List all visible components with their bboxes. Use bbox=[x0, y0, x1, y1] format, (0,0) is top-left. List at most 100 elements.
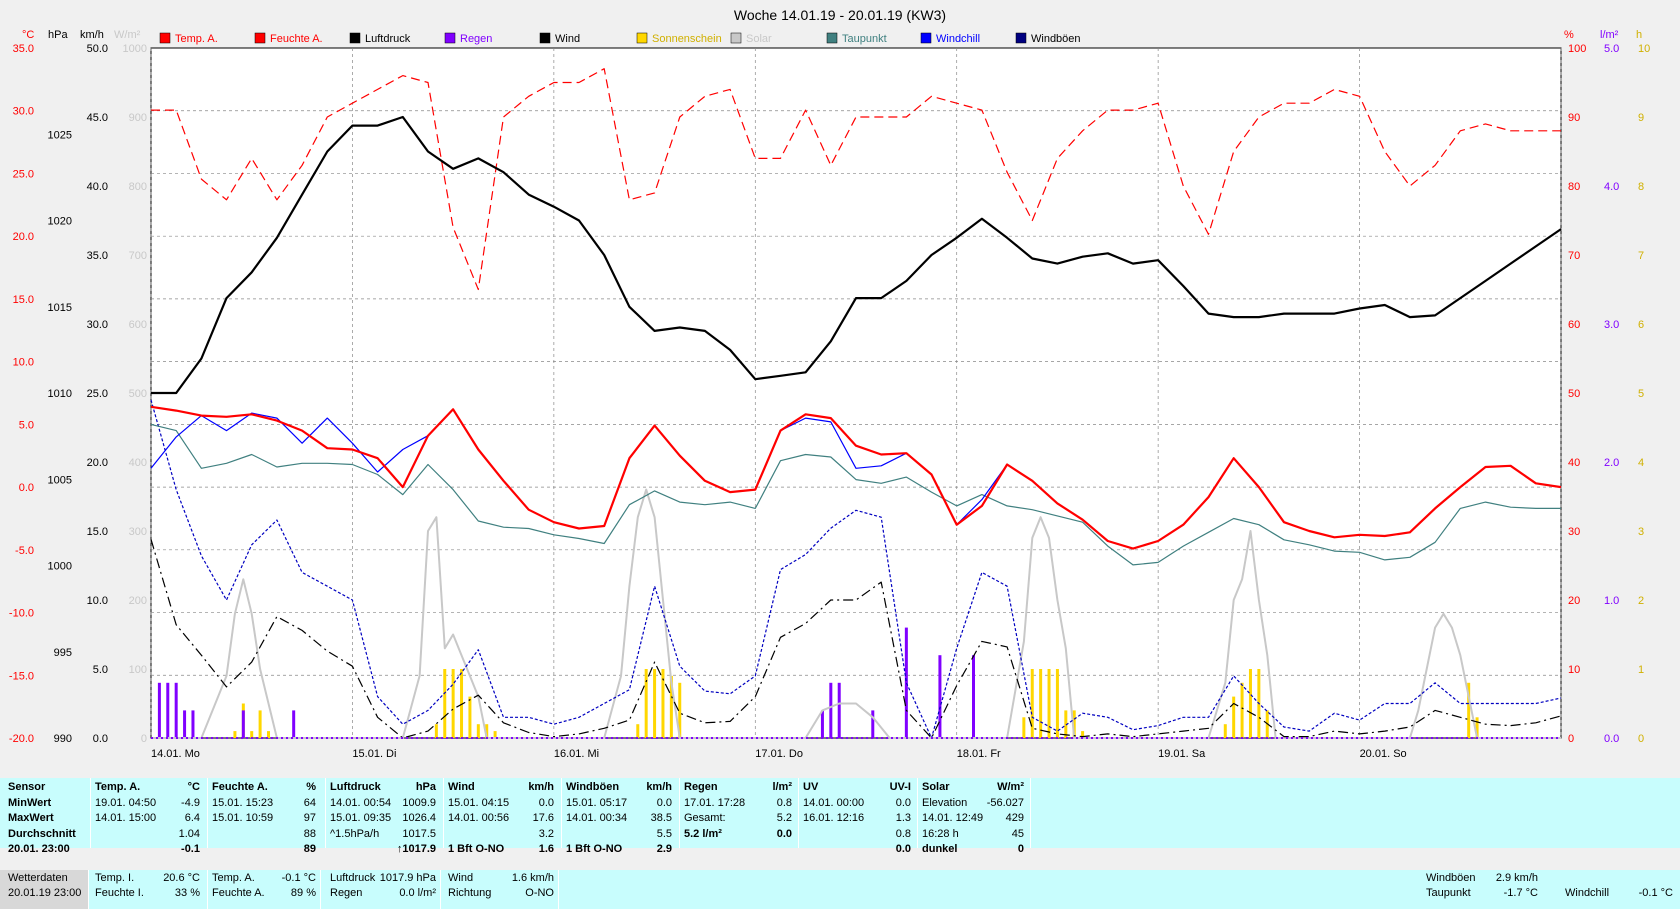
rain-bar bbox=[938, 655, 942, 738]
solar-tick: 900 bbox=[129, 112, 147, 124]
humidity-tick: 100 bbox=[1568, 43, 1586, 55]
chart-title: Woche 14.01.19 - 20.01.19 (KW3) bbox=[734, 7, 946, 23]
stats-cell: MaxWert bbox=[8, 812, 54, 824]
stats-cell: 6.4 bbox=[184, 812, 200, 824]
solar-tick: 300 bbox=[129, 526, 147, 538]
x-tick-label: 17.01. Do bbox=[755, 748, 803, 760]
humidity-tick: 20 bbox=[1568, 595, 1580, 607]
rain-bar bbox=[820, 710, 824, 738]
sun-bar bbox=[493, 731, 497, 738]
current-values-bar: Wetterdaten 20.01.19 23:00 Temp. I. 20.6 °… bbox=[0, 870, 1680, 909]
legend-label: Windchill bbox=[936, 33, 980, 45]
stats-cell: 0.8 bbox=[895, 827, 911, 840]
stats-column: Sensor MinWert MaxWert Durchschnitt 20.01. 2… bbox=[8, 780, 88, 858]
wind-tick: 15.0 bbox=[87, 526, 108, 538]
stats-cell: 15.01. 04:15 bbox=[448, 796, 510, 809]
wind-tick: 30.0 bbox=[87, 319, 108, 331]
humidity-unit: % bbox=[1564, 29, 1574, 41]
humidity-tick: 30 bbox=[1568, 526, 1580, 538]
sun-bar bbox=[1248, 669, 1252, 738]
rain-tick: 4.0 bbox=[1604, 181, 1619, 193]
rain-bar bbox=[191, 710, 195, 738]
stats-cell: 16.01. 12:16 bbox=[803, 812, 865, 824]
stats-header: l/m² bbox=[772, 781, 792, 793]
stats-cell: 14.01. 12:49 bbox=[922, 812, 984, 824]
sun-tick: 10 bbox=[1638, 43, 1650, 55]
stats-header: UV-I bbox=[889, 781, 911, 793]
temp-a-cell: Temp. A. -0.1 °C Feuchte A. 89 % bbox=[212, 872, 316, 899]
sun-tick: 8 bbox=[1638, 181, 1644, 193]
plot-area bbox=[150, 47, 1562, 739]
stats-cell: 17.6 bbox=[532, 812, 554, 824]
wind-tick: 5.0 bbox=[93, 664, 108, 676]
stats-cell: 1.3 bbox=[895, 812, 911, 824]
sun-bar bbox=[434, 724, 438, 738]
solar-tick: 0 bbox=[141, 733, 147, 745]
legend-label: Solar bbox=[746, 33, 772, 45]
stats-cell: 38.5 bbox=[650, 812, 672, 824]
temp-tick: 5.0 bbox=[19, 419, 34, 431]
stats-cell: 20.01. 23:00 bbox=[8, 843, 70, 855]
stats-header: Luftdruck bbox=[330, 781, 381, 793]
pressure-tick: 995 bbox=[54, 647, 72, 659]
stats-cell: Durchschnitt bbox=[8, 827, 76, 840]
humidity-tick: 10 bbox=[1568, 664, 1580, 676]
rain-bar bbox=[292, 710, 296, 738]
rain-bar bbox=[183, 710, 187, 738]
solar-unit: W/m² bbox=[114, 29, 141, 41]
solar-tick: 500 bbox=[129, 388, 147, 400]
stats-cell: 89 bbox=[303, 843, 316, 855]
sun-tick: 5 bbox=[1638, 388, 1644, 400]
legend-label: Windböen bbox=[1031, 33, 1081, 45]
rain-tick: 5.0 bbox=[1604, 43, 1619, 55]
pressure-tick: 990 bbox=[54, 733, 72, 745]
solar-tick: 600 bbox=[129, 319, 147, 331]
humidity-tick: 80 bbox=[1568, 181, 1580, 193]
sun-bar bbox=[451, 669, 455, 738]
legend-swatch bbox=[730, 32, 742, 44]
wind-tick: 0.0 bbox=[93, 733, 108, 745]
legend-label: Luftdruck bbox=[365, 33, 411, 45]
stats-header: UV bbox=[803, 781, 819, 793]
x-tick-label: 19.01. Sa bbox=[1158, 748, 1206, 760]
legend-swatch bbox=[636, 32, 648, 44]
stats-header: km/h bbox=[646, 781, 672, 793]
stats-cell: MinWert bbox=[8, 796, 52, 809]
rain-tick: 2.0 bbox=[1604, 457, 1619, 469]
legend-label: Sonnenschein bbox=[652, 33, 722, 45]
stats-cell: ↑1017.9 bbox=[396, 843, 436, 855]
sun-bar bbox=[233, 731, 237, 738]
temp-tick: -10.0 bbox=[9, 608, 34, 620]
wind-tick: 10.0 bbox=[87, 595, 108, 607]
sun-bar bbox=[678, 682, 682, 738]
temp-tick: 15.0 bbox=[13, 294, 34, 306]
sun-bar bbox=[1475, 717, 1479, 738]
rain-bar bbox=[904, 627, 908, 738]
sun-bar bbox=[443, 669, 447, 738]
temp-tick: 10.0 bbox=[13, 357, 34, 369]
legend-swatch bbox=[159, 32, 171, 44]
wind-tick: 50.0 bbox=[87, 43, 108, 55]
rain-bar bbox=[871, 710, 875, 738]
stats-cell: 15.01. 15:23 bbox=[212, 796, 274, 809]
stats-column: Temp. A. °C 19.01. 04:50 -4.9 14.01. 15:00 6.… bbox=[95, 780, 200, 858]
series-luftdruck bbox=[151, 115, 1562, 395]
humidity-tick: 50 bbox=[1568, 388, 1580, 400]
stats-cell: 14.01. 15:00 bbox=[95, 812, 157, 824]
sun-bar bbox=[653, 669, 657, 738]
pressure-tick: 1015 bbox=[48, 302, 72, 314]
humidity-tick: 70 bbox=[1568, 250, 1580, 262]
stats-cell: 0.0 bbox=[895, 796, 911, 809]
sun-bar bbox=[1047, 669, 1051, 738]
stats-header: W/m² bbox=[997, 781, 1024, 793]
rain-bar bbox=[166, 682, 170, 738]
humidity-tick: 40 bbox=[1568, 457, 1580, 469]
stats-column: Windböen km/h 15.01. 05:17 0.0 14.01. 00:34 3… bbox=[566, 780, 672, 858]
pressure-tick: 1020 bbox=[48, 216, 72, 228]
pressure-tick: 1010 bbox=[48, 388, 72, 400]
sun-bar bbox=[1022, 717, 1026, 738]
stats-cell: 0 bbox=[1017, 843, 1024, 855]
stats-cell: ^1.5hPa/h bbox=[330, 827, 380, 840]
legend-swatch bbox=[254, 32, 266, 44]
humidity-tick: 60 bbox=[1568, 319, 1580, 331]
